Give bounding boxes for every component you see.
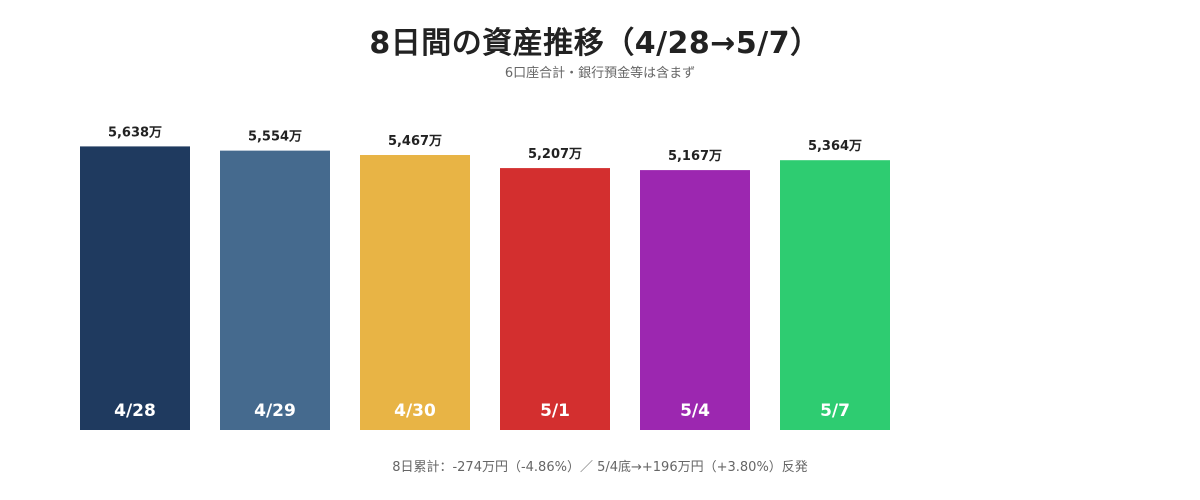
category-label: 5/4 [680,401,710,421]
bar-4-28 [80,146,190,430]
category-label: 5/7 [820,401,850,421]
bar-4-30 [360,155,470,431]
value-label: 5,167万 [668,149,722,164]
category-label: 4/28 [114,401,156,421]
bar-5-4 [640,170,750,430]
value-label: 5,467万 [388,134,442,149]
chart-title: 8日間の資産推移（4/28→5/7） [369,26,821,61]
chart-subtitle: 6口座合計・銀行預金等は含まず [504,66,696,81]
value-label: 5,207万 [528,147,582,162]
category-label: 5/1 [540,401,570,421]
category-label: 4/29 [254,401,296,421]
value-label: 5,554万 [248,130,302,145]
bars-group: 5,638万 4/28 5,554万 4/29 5,467万 4/30 5,207万 5/1 5… [80,125,890,431]
bar-5-1 [500,168,610,431]
value-label: 5,638万 [108,125,162,140]
value-label: 5,364万 [808,139,862,154]
bar-5-7 [780,160,890,430]
footer-note: 8日累計：-274万円（-4.86%）／ 5/4底→+196万円（+3.80%）… [392,460,808,475]
bar-4-29 [220,150,330,431]
category-label: 4/30 [394,401,436,421]
